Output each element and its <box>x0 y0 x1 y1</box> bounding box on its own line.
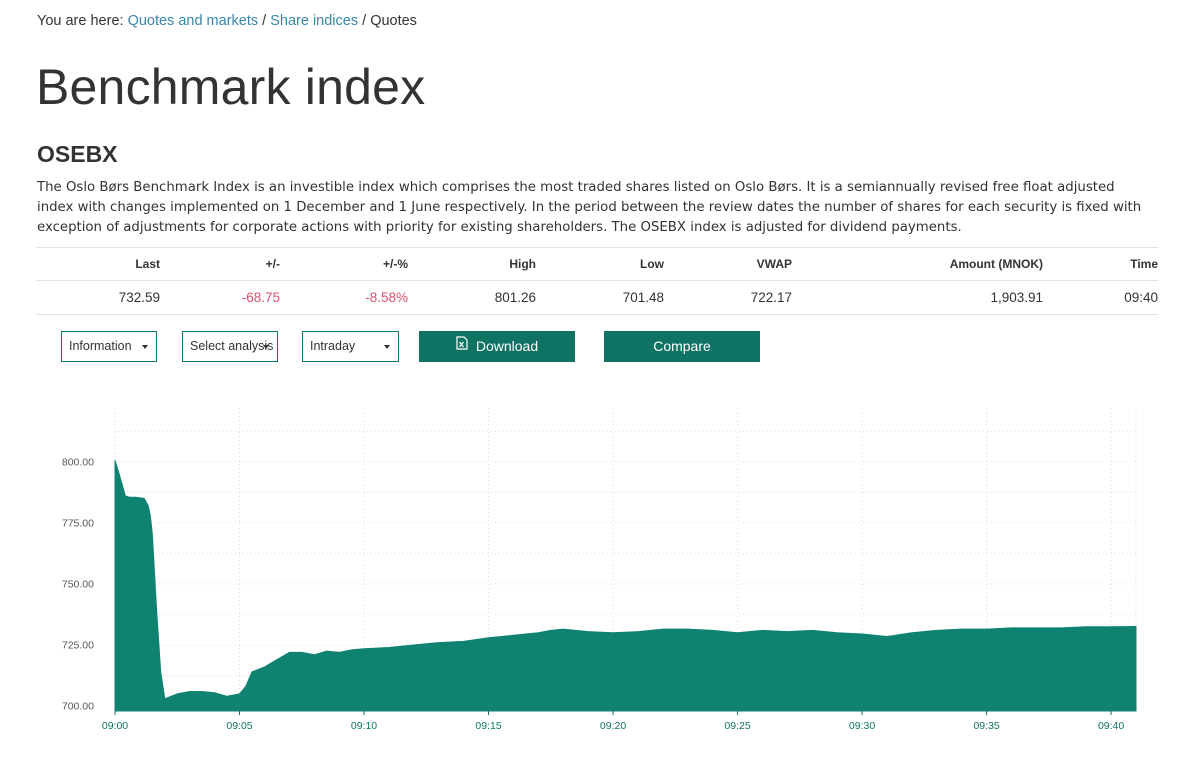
y-tick-label: 700.00 <box>62 701 94 713</box>
excel-file-icon <box>456 330 468 361</box>
value-low: 701.48 <box>536 280 664 315</box>
value-vwap: 722.17 <box>664 280 792 315</box>
y-axis-ticks: 700.00 725.00 750.00 775.00 800.00 <box>62 456 94 712</box>
column-header-high: High <box>408 247 536 281</box>
breadcrumb-current: Quotes <box>370 13 417 29</box>
information-select[interactable]: Information <box>61 331 157 362</box>
compare-button[interactable]: Compare <box>604 331 760 362</box>
value-change: -68.75 <box>160 280 280 315</box>
x-tick-label: 09:05 <box>226 720 252 732</box>
analysis-select[interactable]: Select analysis <box>182 331 278 362</box>
value-last: 732.59 <box>36 280 160 315</box>
value-amount: 1,903.91 <box>792 280 1043 315</box>
y-tick-label: 775.00 <box>62 517 94 529</box>
column-header-vwap: VWAP <box>664 247 792 281</box>
breadcrumb: You are here: Quotes and markets / Share… <box>37 13 417 29</box>
y-tick-label: 800.00 <box>62 456 94 468</box>
area-series <box>114 460 1137 712</box>
period-select[interactable]: Intraday <box>302 331 399 362</box>
caret-down-icon <box>142 345 148 349</box>
x-tick-label: 09:20 <box>600 720 626 732</box>
value-change-percent: -8.58% <box>280 280 408 315</box>
breadcrumb-link-quotes-and-markets[interactable]: Quotes and markets <box>127 13 259 29</box>
caret-down-icon <box>263 345 269 349</box>
column-header-change-percent: +/-% <box>280 247 408 281</box>
column-header-change: +/- <box>160 247 280 281</box>
quote-table: Last +/- +/-% High Low VWAP Amount (MNOK… <box>36 247 1158 315</box>
breadcrumb-separator: / <box>358 13 371 29</box>
information-select-value: Information <box>69 339 132 353</box>
x-tick-label: 09:40 <box>1098 720 1124 732</box>
x-tick-label: 09:10 <box>351 720 377 732</box>
compare-button-label: Compare <box>653 338 711 354</box>
x-tick-label: 09:15 <box>475 720 501 732</box>
chart-area-series <box>114 460 1137 712</box>
x-tick-label: 09:30 <box>849 720 875 732</box>
download-button-label: Download <box>475 338 539 354</box>
download-button[interactable]: Download <box>419 331 575 362</box>
y-tick-label: 750.00 <box>62 578 94 590</box>
x-tick-label: 09:25 <box>724 720 750 732</box>
value-high: 801.26 <box>408 280 536 315</box>
caret-down-icon <box>384 345 390 349</box>
breadcrumb-link-share-indices[interactable]: Share indices <box>270 13 359 29</box>
quote-table-header-row: Last +/- +/-% High Low VWAP Amount (MNOK… <box>36 247 1158 281</box>
index-description: The Oslo Børs Benchmark Index is an inve… <box>37 180 1142 235</box>
breadcrumb-separator: / <box>258 13 271 29</box>
x-axis-ticks: 09:00 09:05 09:10 09:15 09:20 09:25 09:30 09:35… <box>102 711 1124 732</box>
column-header-amount: Amount (MNOK) <box>792 247 1043 281</box>
x-tick-label: 09:00 <box>102 720 128 732</box>
column-header-low: Low <box>536 247 664 281</box>
breadcrumb-prefix: You are here: <box>37 13 128 29</box>
page-title: Benchmark index <box>36 59 426 115</box>
value-time: 09:40 <box>1043 280 1158 315</box>
column-header-time: Time <box>1043 247 1158 281</box>
quote-table-row: 732.59 -68.75 -8.58% 801.26 701.48 722.1… <box>36 280 1158 315</box>
column-header-last: Last <box>36 247 160 281</box>
period-select-value: Intraday <box>310 339 356 353</box>
analysis-select-value: Select analysis <box>190 339 274 353</box>
y-tick-label: 725.00 <box>62 640 94 652</box>
x-tick-label: 09:35 <box>973 720 999 732</box>
index-name: OSEBX <box>37 141 118 167</box>
